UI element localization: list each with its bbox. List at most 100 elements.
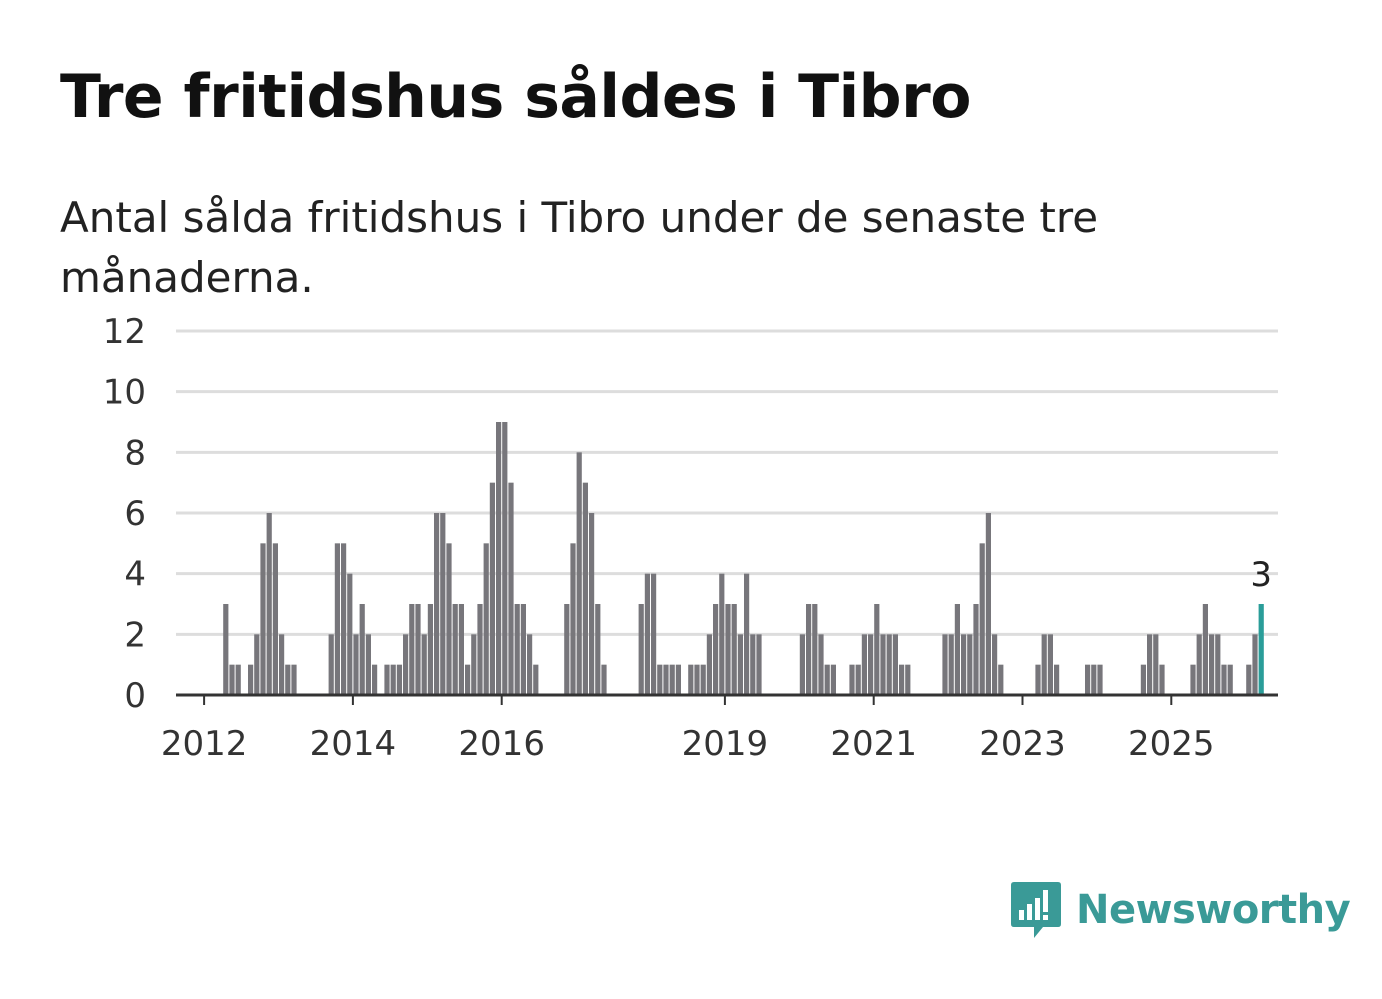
bar-chart: 0 2 4 6 8 10 12 2012 2014 2016 2019 2021 2023 2025 3 xyxy=(103,312,1278,764)
y-tick-label: 0 xyxy=(124,676,146,716)
bar xyxy=(1159,664,1165,695)
bar xyxy=(706,634,712,695)
bar xyxy=(328,634,334,695)
bar xyxy=(954,604,960,695)
bar xyxy=(254,634,260,695)
bar xyxy=(1227,664,1233,695)
bar xyxy=(533,664,539,695)
x-tick-label: 2019 xyxy=(682,724,769,764)
bar xyxy=(582,482,588,695)
bar xyxy=(1153,634,1159,695)
bar xyxy=(812,604,818,695)
newsworthy-chart-bubble-icon xyxy=(1011,882,1061,938)
bar xyxy=(700,664,706,695)
bar xyxy=(285,664,291,695)
bar xyxy=(390,664,396,695)
y-axis-ticks: 0 2 4 6 8 10 12 xyxy=(103,312,146,716)
bar xyxy=(830,664,836,695)
bar xyxy=(905,664,911,695)
bar xyxy=(502,422,508,695)
bar xyxy=(1215,634,1221,695)
bar xyxy=(855,664,861,695)
bar xyxy=(421,634,427,695)
bar xyxy=(880,634,886,695)
bar xyxy=(409,604,415,695)
bar xyxy=(589,513,595,695)
bar xyxy=(415,604,421,695)
brand-name: Newsworthy xyxy=(1076,887,1351,933)
bar xyxy=(744,573,750,695)
bar xyxy=(291,664,297,695)
bar xyxy=(1097,664,1103,695)
y-tick-label: 6 xyxy=(124,494,146,534)
bar xyxy=(458,604,464,695)
bar xyxy=(657,664,663,695)
bar xyxy=(403,634,409,695)
bar xyxy=(663,664,669,695)
bar xyxy=(496,422,502,695)
bar xyxy=(818,634,824,695)
bar xyxy=(1140,664,1146,695)
bars xyxy=(223,422,1264,695)
bar xyxy=(1054,664,1060,695)
bar xyxy=(477,604,483,695)
bar xyxy=(1202,604,1208,695)
bar xyxy=(998,664,1004,695)
bar xyxy=(260,543,266,695)
bar xyxy=(365,634,371,695)
y-tick-label: 12 xyxy=(103,312,146,352)
bar xyxy=(427,604,433,695)
bar xyxy=(223,604,229,695)
x-tick-label: 2016 xyxy=(458,724,545,764)
highlight-data-label: 3 xyxy=(1250,555,1272,595)
bar xyxy=(737,634,743,695)
bar xyxy=(570,543,576,695)
y-tick-label: 2 xyxy=(124,615,146,655)
bar xyxy=(688,664,694,695)
bar xyxy=(942,634,948,695)
bar xyxy=(1209,634,1215,695)
bar xyxy=(725,604,731,695)
bar xyxy=(1246,664,1252,695)
bar xyxy=(1035,664,1041,695)
bar xyxy=(508,482,514,695)
bar xyxy=(750,634,756,695)
x-axis-ticks: 2012 2014 2016 2019 2021 2023 2025 xyxy=(161,695,1215,764)
bar xyxy=(353,634,359,695)
bar xyxy=(651,573,657,695)
bar xyxy=(1041,634,1047,695)
bar xyxy=(359,604,365,695)
bar xyxy=(483,543,489,695)
bar xyxy=(799,634,805,695)
bar xyxy=(279,634,285,695)
y-tick-label: 10 xyxy=(103,373,146,413)
bar xyxy=(520,604,526,695)
bar xyxy=(229,664,235,695)
bar xyxy=(899,664,905,695)
bar xyxy=(1252,634,1258,695)
bar xyxy=(266,513,272,695)
bar xyxy=(675,664,681,695)
bar xyxy=(1147,634,1153,695)
bar xyxy=(806,604,812,695)
bar xyxy=(434,513,440,695)
bar xyxy=(868,634,874,695)
bar xyxy=(961,634,967,695)
bar xyxy=(756,634,762,695)
bar xyxy=(719,573,725,695)
x-tick-label: 2021 xyxy=(830,724,917,764)
bar xyxy=(824,664,830,695)
bar xyxy=(694,664,700,695)
x-tick-label: 2012 xyxy=(161,724,248,764)
x-tick-label: 2014 xyxy=(310,724,397,764)
bar xyxy=(527,634,533,695)
bar xyxy=(874,604,880,695)
bar xyxy=(669,664,675,695)
chart-subtitle: Antal sålda fritidshus i Tibro under de … xyxy=(60,193,1099,302)
bar xyxy=(446,543,452,695)
bar xyxy=(576,452,582,695)
bar xyxy=(235,664,241,695)
bar xyxy=(372,664,378,695)
bar xyxy=(595,604,601,695)
bar xyxy=(489,482,495,695)
